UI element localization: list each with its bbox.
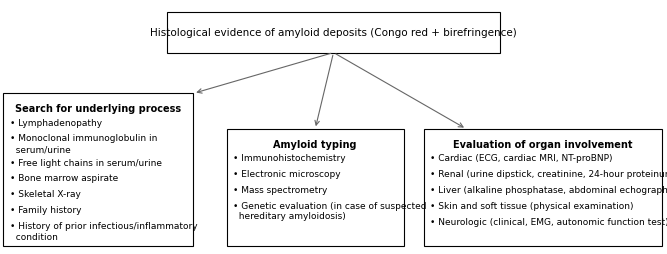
Text: • Free light chains in serum/urine: • Free light chains in serum/urine <box>10 158 162 167</box>
Text: • Monoclonal immunoglobulin in
  serum/urine: • Monoclonal immunoglobulin in serum/uri… <box>10 134 157 153</box>
Text: • Lymphadenopathy: • Lymphadenopathy <box>10 118 102 127</box>
Text: • Neurologic (clinical, EMG, autonomic function test): • Neurologic (clinical, EMG, autonomic f… <box>430 217 667 226</box>
FancyBboxPatch shape <box>424 130 662 246</box>
Text: • Skeletal X-ray: • Skeletal X-ray <box>10 189 81 198</box>
Text: Search for underlying process: Search for underlying process <box>15 104 181 114</box>
FancyBboxPatch shape <box>227 130 404 246</box>
Text: • Renal (urine dipstick, creatinine, 24-hour proteinuria): • Renal (urine dipstick, creatinine, 24-… <box>430 169 667 178</box>
Text: • Genetic evaluation (in case of suspected
  hereditary amyloidosis): • Genetic evaluation (in case of suspect… <box>233 201 427 220</box>
Text: • Family history: • Family history <box>10 205 81 214</box>
Text: • Immunohistochemistry: • Immunohistochemistry <box>233 154 346 163</box>
FancyBboxPatch shape <box>3 94 193 246</box>
Text: • Skin and soft tissue (physical examination): • Skin and soft tissue (physical examina… <box>430 201 634 210</box>
Text: Amyloid typing: Amyloid typing <box>273 139 357 149</box>
Text: Histological evidence of amyloid deposits (Congo red + birefringence): Histological evidence of amyloid deposit… <box>150 28 517 38</box>
Text: • Cardiac (ECG, cardiac MRI, NT-proBNP): • Cardiac (ECG, cardiac MRI, NT-proBNP) <box>430 154 613 163</box>
Text: • Mass spectrometry: • Mass spectrometry <box>233 185 327 194</box>
Text: • History of prior infectious/inflammatory
  condition: • History of prior infectious/inflammato… <box>10 221 197 241</box>
Text: • Electronic microscopy: • Electronic microscopy <box>233 169 341 178</box>
Text: Evaluation of organ involvement: Evaluation of organ involvement <box>453 139 633 149</box>
FancyBboxPatch shape <box>167 13 500 53</box>
Text: • Bone marrow aspirate: • Bone marrow aspirate <box>10 174 118 183</box>
Text: • Liver (alkaline phosphatase, abdominal echography): • Liver (alkaline phosphatase, abdominal… <box>430 185 667 194</box>
